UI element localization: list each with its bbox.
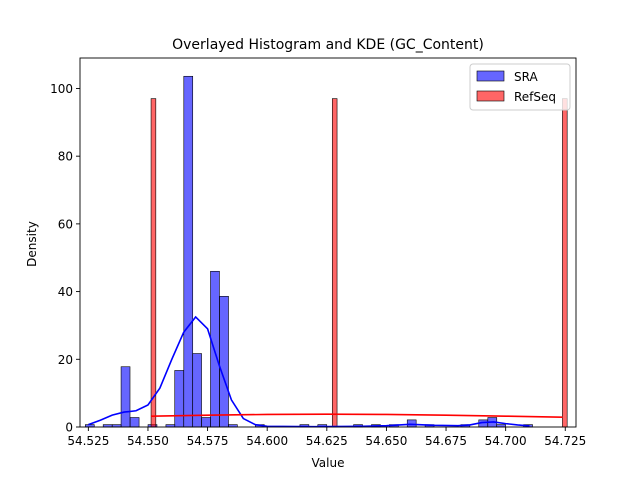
- y-axis-label: Density: [25, 221, 39, 267]
- y-tick-label: 20: [58, 353, 73, 367]
- kde-line-refseq: [151, 413, 563, 418]
- bar: [174, 370, 184, 428]
- legend-label-sra: SRA: [514, 70, 538, 84]
- legend-swatch-refseq: [476, 90, 505, 102]
- bar: [219, 296, 229, 428]
- kde-line-sra: [88, 315, 530, 428]
- x-tick-label: 54.700: [485, 434, 527, 448]
- x-tick-label: 54.650: [365, 434, 407, 448]
- y-tick-label: 80: [58, 150, 73, 164]
- x-tick-label: 54.550: [127, 434, 169, 448]
- bar: [331, 98, 338, 428]
- bar: [129, 417, 140, 428]
- bar: [210, 270, 220, 428]
- x-tick-label: 54.525: [67, 434, 109, 448]
- bar: [201, 417, 211, 428]
- bar: [183, 75, 194, 428]
- legend-swatch-sra: [476, 70, 505, 82]
- y-tick-label: 60: [58, 217, 73, 231]
- x-tick-label: 54.600: [246, 434, 288, 448]
- y-tick-label: 40: [58, 285, 73, 299]
- legend-label-refseq: RefSeq: [514, 90, 556, 104]
- bar: [562, 98, 568, 428]
- axes: 54.525 54.550 54.575 54.600 54.625 54.650 54.6…: [50, 57, 586, 448]
- bar: [406, 419, 417, 428]
- axes-frame: [79, 57, 577, 428]
- x-tick-label: 54.575: [187, 434, 229, 448]
- x-tick-label: 54.675: [425, 434, 467, 448]
- x-tick-label: 54.725: [544, 434, 586, 448]
- x-tick-label: 54.625: [306, 434, 348, 448]
- y-tick-label: 100: [50, 82, 73, 96]
- bar: [150, 98, 157, 428]
- y-tick-label: 0: [65, 421, 73, 435]
- x-axis-label: Value: [312, 456, 345, 470]
- legend: SRA RefSeq: [469, 63, 571, 111]
- bar: [120, 366, 131, 428]
- chart-title: Overlayed Histogram and KDE (GC_Content): [172, 37, 484, 53]
